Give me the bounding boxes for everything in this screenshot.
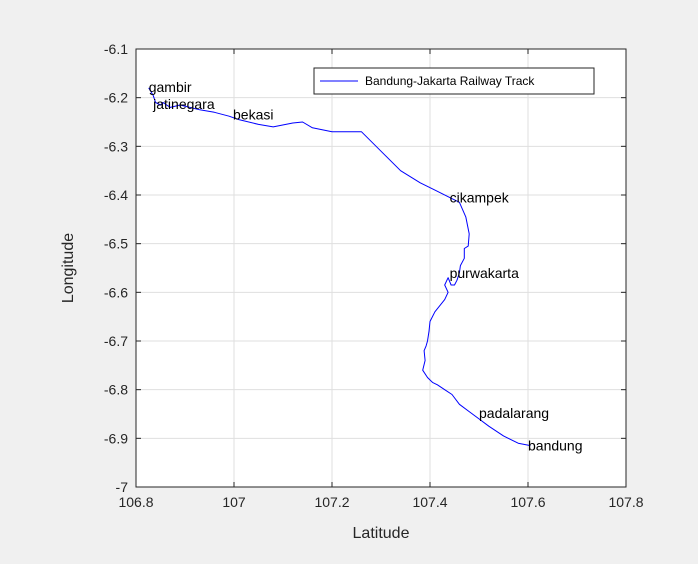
legend-box xyxy=(313,67,595,95)
series-layer xyxy=(148,87,531,447)
y-axis-label: Longitude xyxy=(60,233,77,303)
station-label-purwakarta: purwakarta xyxy=(450,265,519,281)
x-axis-label: Latitude xyxy=(353,525,410,542)
y-tick-label: -6.6 xyxy=(104,284,128,300)
series-line-railway-track xyxy=(148,87,531,447)
axis-ticks: 106.8 107 107.2 107.4 107.6 107.8 -6.1 -6.2 -6.3… xyxy=(104,41,644,510)
legend-entry: Bandung-Jakarta Railway Track xyxy=(365,74,535,88)
y-tick-label: -6.8 xyxy=(104,382,128,398)
y-tick-label: -6.9 xyxy=(104,430,128,446)
x-tick-label: 107.2 xyxy=(314,494,349,510)
station-label-bekasi: bekasi xyxy=(233,107,273,123)
station-label-bandung: bandung xyxy=(528,438,583,454)
plot-border xyxy=(135,48,627,488)
station-label-padalarang: padalarang xyxy=(479,405,549,421)
y-tick-label: -6.3 xyxy=(104,138,128,154)
x-tick-label: 106.8 xyxy=(118,494,153,510)
y-tick-label: -6.5 xyxy=(104,236,128,252)
y-tick-label: -6.1 xyxy=(104,41,128,57)
station-label-gambir: gambir xyxy=(149,79,192,95)
legend: Bandung-Jakarta Railway Track xyxy=(313,67,595,95)
grid-lines xyxy=(135,48,627,488)
x-tick-label: 107.4 xyxy=(412,494,447,510)
x-tick-label: 107.8 xyxy=(608,494,643,510)
x-tick-label: 107.6 xyxy=(510,494,545,510)
x-tick-label: 107 xyxy=(222,494,246,510)
y-tick-label: -6.7 xyxy=(104,333,128,349)
y-tick-label: -6.2 xyxy=(104,90,128,106)
station-label-cikampek: cikampek xyxy=(450,189,510,205)
y-tick-label: -7 xyxy=(116,479,129,495)
y-tick-label: -6.4 xyxy=(104,187,128,203)
station-label-jatinegara: jatinegara xyxy=(152,96,215,112)
plot-area xyxy=(136,49,626,487)
